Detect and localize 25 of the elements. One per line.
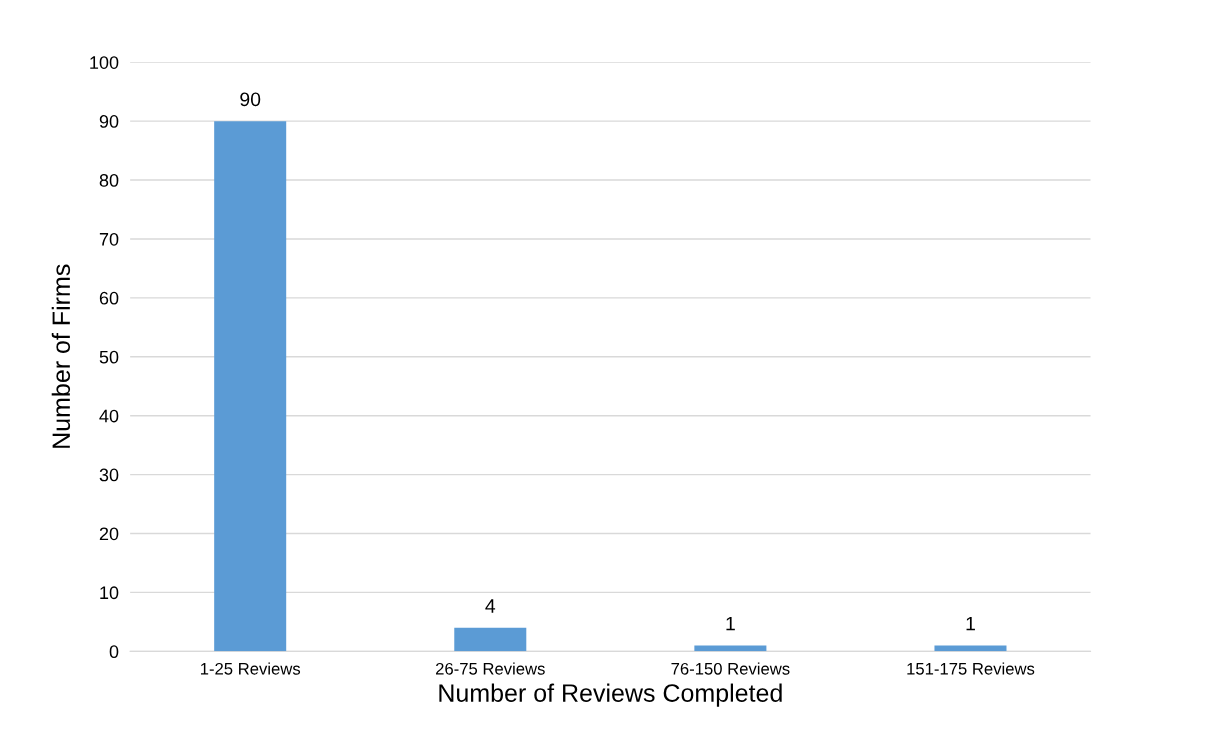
y-tick-label: 60 xyxy=(99,291,119,305)
x-tick-label: 76-150 Reviews xyxy=(671,662,790,675)
y-tick-label: 30 xyxy=(99,468,119,482)
x-tick-label: 1-25 Reviews xyxy=(200,662,301,675)
y-tick-label: 10 xyxy=(100,586,119,600)
y-tick-label: 20 xyxy=(99,527,119,541)
y-axis-title: Number of Firms xyxy=(51,264,71,448)
y-tick-label: 80 xyxy=(99,174,119,187)
bar xyxy=(214,121,287,652)
data-label: 1 xyxy=(726,616,735,631)
y-tick-label: 50 xyxy=(99,350,119,364)
y-tick-label: 90 xyxy=(99,115,119,128)
x-axis-title: Number of Reviews Completed xyxy=(439,683,782,707)
data-label: 90 xyxy=(240,92,261,107)
bar xyxy=(694,645,767,652)
y-tick-label: 0 xyxy=(109,645,119,659)
data-label: 1 xyxy=(966,616,975,631)
y-tick-label: 40 xyxy=(99,409,119,423)
data-label: 4 xyxy=(485,599,496,613)
bar xyxy=(454,627,527,652)
x-tick-label: 26-75 Reviews xyxy=(436,662,545,675)
y-tick-label: 100 xyxy=(90,56,119,69)
x-tick-label: 151-175 Reviews xyxy=(907,662,1035,675)
bar xyxy=(934,645,1007,652)
y-tick-label: 70 xyxy=(99,232,119,246)
